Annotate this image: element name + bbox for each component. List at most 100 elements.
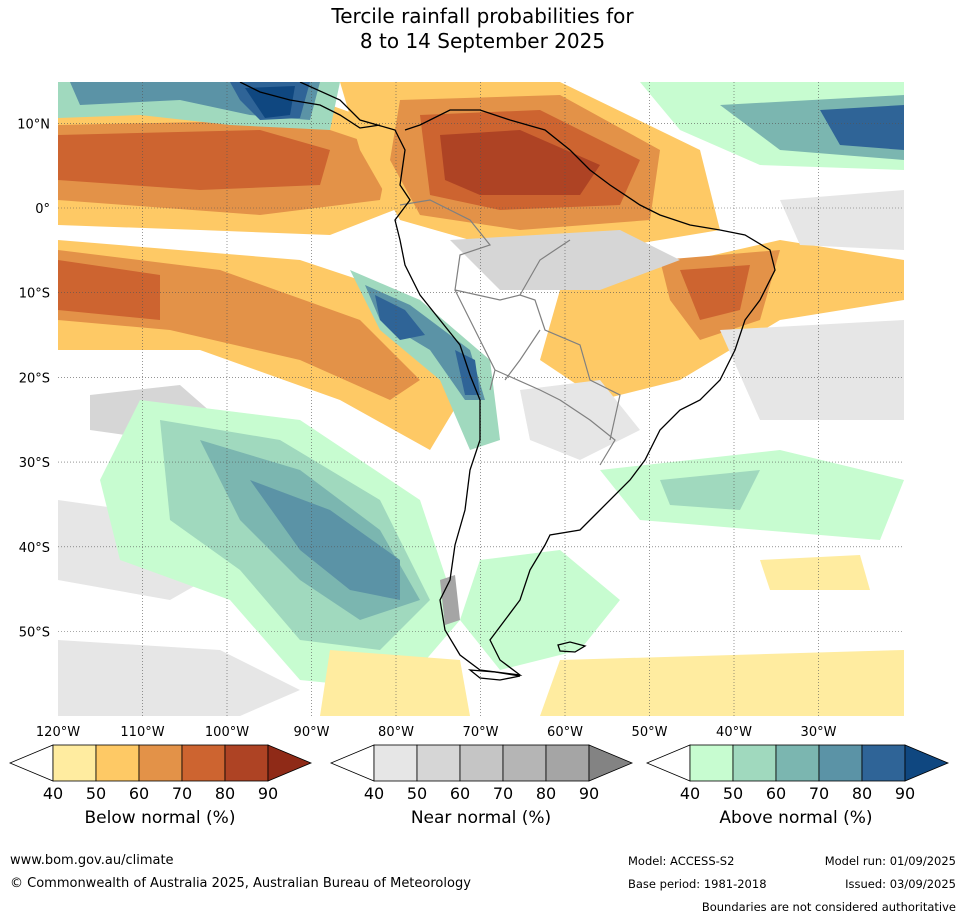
colorbar-swatch (224, 744, 269, 782)
colorbar-tick-label: 40 (364, 784, 384, 803)
longitude-tick-label: 70°W (463, 725, 499, 740)
colorbar-swatch (373, 744, 418, 782)
colorbar-tick-label: 90 (579, 784, 599, 803)
colorbar-swatch (545, 744, 590, 782)
below-normal-region (540, 650, 904, 716)
colorbar-swatch (861, 744, 906, 782)
colorbar-max-arrow (904, 744, 950, 782)
above-normal-legend-title: Above normal (%) (719, 808, 873, 828)
colorbar-tick-label: 60 (766, 784, 786, 803)
longitude-tick-label: 100°W (205, 725, 249, 740)
colorbar-swatch (95, 744, 140, 782)
near-normal-region (58, 640, 300, 716)
colorbar-swatch (732, 744, 777, 782)
colorbar-max-arrow (267, 744, 313, 782)
graticule (58, 82, 904, 716)
central-america-coast (239, 82, 381, 129)
below-normal-region (320, 650, 470, 716)
model-run-date: Model run: 01/09/2025 (824, 854, 956, 868)
latitude-labels: 10°N 0° 10°S 20°S 30°S 40°S 50°S (17, 117, 50, 640)
above-normal-region (375, 295, 425, 340)
longitude-tick-label: 30°W (801, 725, 837, 740)
website-link[interactable]: www.bom.gov.au/climate (10, 853, 174, 868)
colorbar-min-arrow (645, 744, 691, 782)
below-normal-region (58, 260, 160, 320)
colorbar-tick-label: 40 (43, 784, 63, 803)
below-normal-region (440, 130, 600, 195)
colorbar-tick-label: 60 (450, 784, 470, 803)
colorbar-tick-label: 60 (129, 784, 149, 803)
colorbar-swatch (459, 744, 504, 782)
above-normal-region (245, 86, 295, 118)
colorbar-min-arrow (329, 744, 375, 782)
near-normal-region (720, 320, 904, 420)
colorbar-swatch (52, 744, 97, 782)
colorbar-tick-label: 70 (493, 784, 513, 803)
boundaries (239, 82, 776, 681)
colorbar-min-arrow (8, 744, 54, 782)
map-title: Tercile rainfall probabilities for 8 to … (0, 4, 965, 54)
colorbar-swatch (181, 744, 226, 782)
colour-legends: 40 50 60 70 80 90 40 50 60 70 80 90 40 50 60 70 80 90 (8, 744, 950, 803)
longitude-tick-label: 50°W (632, 725, 668, 740)
near-normal-region (440, 575, 460, 625)
longitude-labels: 120°W 110°W 100°W 90°W 80°W 70°W 60°W 50°W 40°W 3… (36, 725, 837, 740)
colorbar-max-arrow (588, 744, 634, 782)
colorbar-tick-label: 50 (407, 784, 427, 803)
colorbar-swatch (416, 744, 461, 782)
colorbar-swatch (775, 744, 820, 782)
latitude-tick-label: 0° (35, 202, 50, 217)
below-normal-region (58, 130, 330, 190)
colorbar-tick-label: 40 (680, 784, 700, 803)
colorbar-tick-label: 50 (723, 784, 743, 803)
colorbar-swatch (502, 744, 547, 782)
latitude-tick-label: 30°S (19, 456, 50, 471)
colorbar-tick-label: 70 (809, 784, 829, 803)
latitude-tick-label: 10°S (19, 287, 50, 302)
colorbar-swatch (818, 744, 863, 782)
colorbar-tick-label: 90 (258, 784, 278, 803)
above-normal-region (460, 550, 620, 670)
boundaries-disclaimer: Boundaries are not considered authoritat… (701, 900, 956, 914)
near-normal-colorbar: 40 50 60 70 80 90 (329, 744, 634, 803)
colorbar-tick-label: 50 (86, 784, 106, 803)
country-borders (399, 199, 621, 466)
copyright-text: © Commonwealth of Australia 2025, Austra… (10, 876, 471, 891)
latitude-tick-label: 50°S (19, 626, 50, 641)
colorbar-swatch (138, 744, 183, 782)
above-normal-region (600, 450, 904, 540)
base-period: Base period: 1981-2018 (628, 877, 767, 891)
probability-shading (58, 82, 904, 716)
tierra-del-fuego (467, 669, 521, 681)
issued-date: Issued: 03/09/2025 (845, 877, 956, 891)
falkland-islands (557, 641, 587, 653)
colorbar-swatch (689, 744, 734, 782)
longitude-tick-label: 40°W (716, 725, 752, 740)
longitude-tick-label: 90°W (294, 725, 330, 740)
longitude-tick-label: 110°W (120, 725, 164, 740)
title-line-2: 8 to 14 September 2025 (359, 29, 606, 53)
longitude-tick-label: 60°W (547, 725, 583, 740)
longitude-tick-label: 120°W (36, 725, 80, 740)
coastline (299, 82, 776, 676)
latitude-tick-label: 10°N (17, 117, 50, 132)
colorbar-tick-label: 80 (536, 784, 556, 803)
longitude-tick-label: 80°W (378, 725, 414, 740)
colorbar-tick-label: 70 (172, 784, 192, 803)
below-normal-legend-title: Below normal (%) (84, 808, 236, 828)
near-normal-region (780, 190, 904, 250)
above-normal-region (820, 105, 904, 150)
model-name: Model: ACCESS-S2 (628, 854, 735, 868)
below-normal-region (760, 555, 870, 590)
above-normal-colorbar: 40 50 60 70 80 90 (645, 744, 950, 803)
latitude-tick-label: 20°S (19, 371, 50, 386)
title-line-1: Tercile rainfall probabilities for (331, 4, 634, 28)
above-normal-region (250, 480, 400, 600)
below-normal-colorbar: 40 50 60 70 80 90 (8, 744, 313, 803)
latitude-tick-label: 40°S (19, 541, 50, 556)
colorbar-tick-label: 80 (852, 784, 872, 803)
above-normal-region (660, 470, 760, 510)
colorbar-tick-label: 80 (215, 784, 235, 803)
colorbar-tick-label: 90 (895, 784, 915, 803)
